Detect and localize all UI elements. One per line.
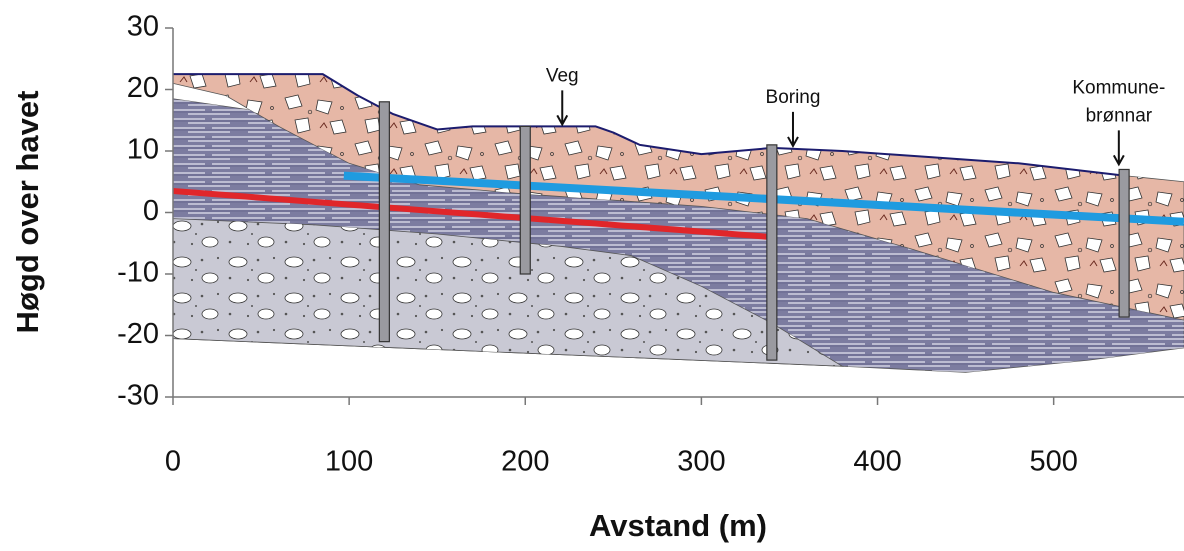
y-axis-title: Høgd over havet	[10, 91, 45, 334]
x-tick-label: 0	[165, 446, 181, 478]
well	[378, 101, 390, 343]
x-tick-label: 200	[501, 446, 549, 478]
annotation-arrow	[1112, 130, 1125, 167]
well	[1118, 168, 1130, 318]
well	[519, 125, 531, 275]
x-tick-label: 400	[853, 446, 901, 478]
y-tick-label: -10	[117, 257, 159, 289]
y-tick-label: 0	[143, 195, 159, 227]
plot-area	[173, 73, 1184, 373]
line	[173, 73, 1125, 177]
x-tick-label: 300	[677, 446, 725, 478]
annotation: Kommune-	[1072, 77, 1165, 98]
line	[343, 171, 1184, 226]
x-tick-label: 500	[1029, 446, 1077, 478]
y-tick-label: -30	[117, 380, 159, 412]
annotation-arrow	[556, 90, 569, 127]
annotation-arrow	[787, 111, 799, 148]
y-tick-label: 30	[127, 11, 159, 43]
annotation: Veg	[546, 65, 579, 86]
well	[766, 144, 778, 361]
annotation: brønnar	[1086, 105, 1153, 126]
y-tick-label: -20	[117, 318, 159, 350]
y-tick-label: 10	[127, 134, 159, 166]
annotation: Boring	[766, 87, 821, 108]
x-tick-label: 100	[325, 446, 373, 478]
x-axis-title: Avstand (m)	[589, 508, 767, 543]
y-tick-label: 20	[127, 72, 159, 104]
layer-texture	[173, 218, 843, 367]
line	[173, 187, 773, 241]
